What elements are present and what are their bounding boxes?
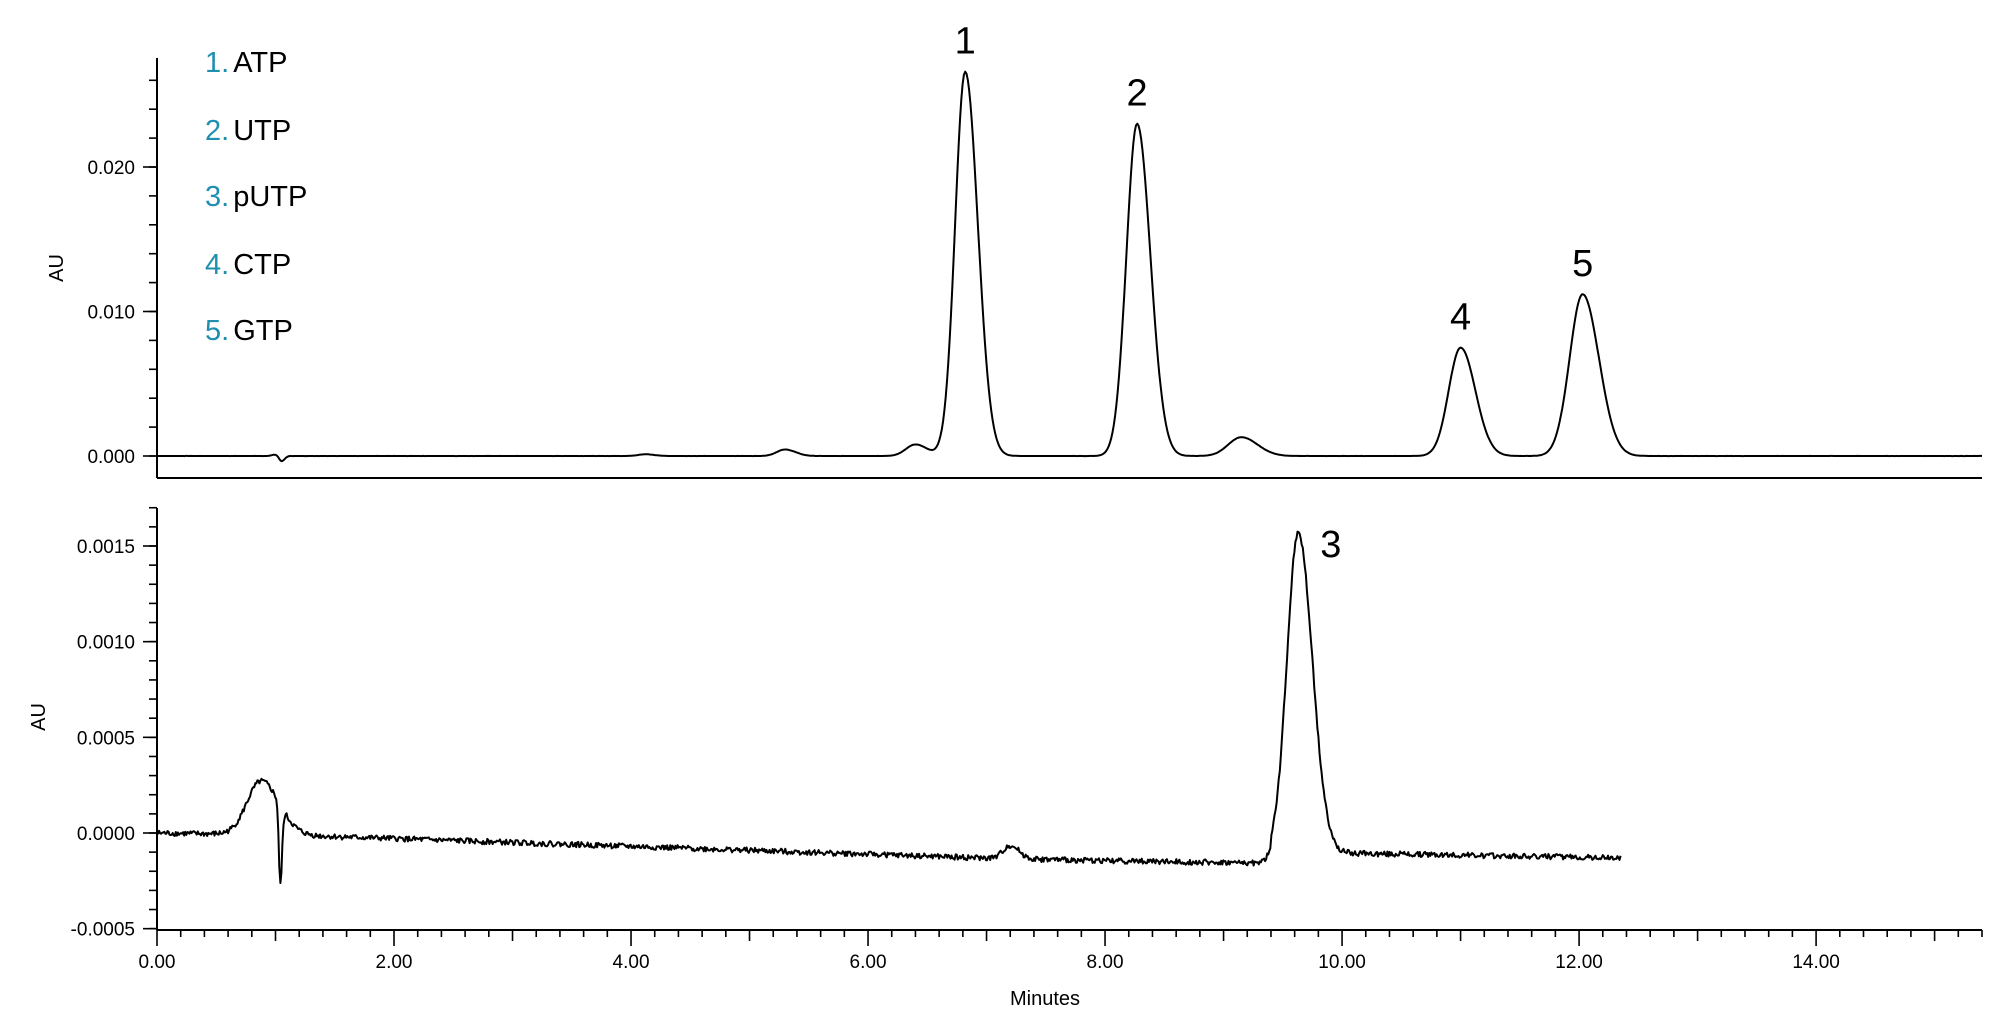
legend-item-4: 4. CTP: [205, 249, 291, 281]
peak-label-4: 4: [1450, 297, 1471, 339]
legend-item-2: 2. UTP: [205, 115, 291, 147]
x-axis-title: Minutes: [1010, 988, 1080, 1010]
top-trace: [157, 70, 1983, 463]
top-y-axis-title: AU: [46, 254, 68, 282]
y-tick-label: 0.020: [87, 158, 135, 179]
bottom-chromatogram-panel: AU Minutes -0.0005 0.0000 0.0005 0.0010 0.00…: [28, 506, 1983, 1010]
y-tick-label: 0.0005: [77, 728, 135, 749]
y-tick-label: 0.010: [87, 303, 135, 324]
peak-label-2: 2: [1126, 73, 1147, 115]
x-tick-label: 0.00: [139, 952, 176, 973]
x-tick-label: 10.00: [1318, 952, 1366, 973]
y-tick-label: -0.0005: [71, 920, 135, 941]
y-tick-label: 0.0015: [77, 537, 135, 558]
bottom-y-axis-title: AU: [28, 703, 50, 731]
peak-label-3: 3: [1320, 524, 1341, 566]
legend-item-3: 3. pUTP: [205, 181, 307, 213]
x-tick-label: 12.00: [1555, 952, 1603, 973]
bottom-trace: [156, 530, 1622, 884]
y-tick-label: 0.0000: [77, 824, 135, 845]
x-tick-label: 4.00: [613, 952, 650, 973]
x-tick-label: 8.00: [1087, 952, 1124, 973]
legend-item-1: 1. ATP: [205, 47, 287, 79]
x-tick-label: 2.00: [376, 952, 413, 973]
peak-label-5: 5: [1572, 243, 1593, 285]
x-tick-label: 6.00: [850, 952, 887, 973]
legend-item-5: 5. GTP: [205, 315, 293, 347]
y-tick-label: 0.000: [87, 447, 135, 468]
top-chromatogram-panel: 1. ATP 2. UTP 3. pUTP 4. CTP 5. GTP AU 0.000 0…: [46, 21, 1983, 479]
y-tick-label: 0.0010: [77, 633, 135, 654]
peak-label-1: 1: [955, 21, 976, 63]
legend: 1. ATP 2. UTP 3. pUTP 4. CTP 5. GTP: [205, 47, 307, 347]
x-tick-label: 14.00: [1792, 952, 1840, 973]
